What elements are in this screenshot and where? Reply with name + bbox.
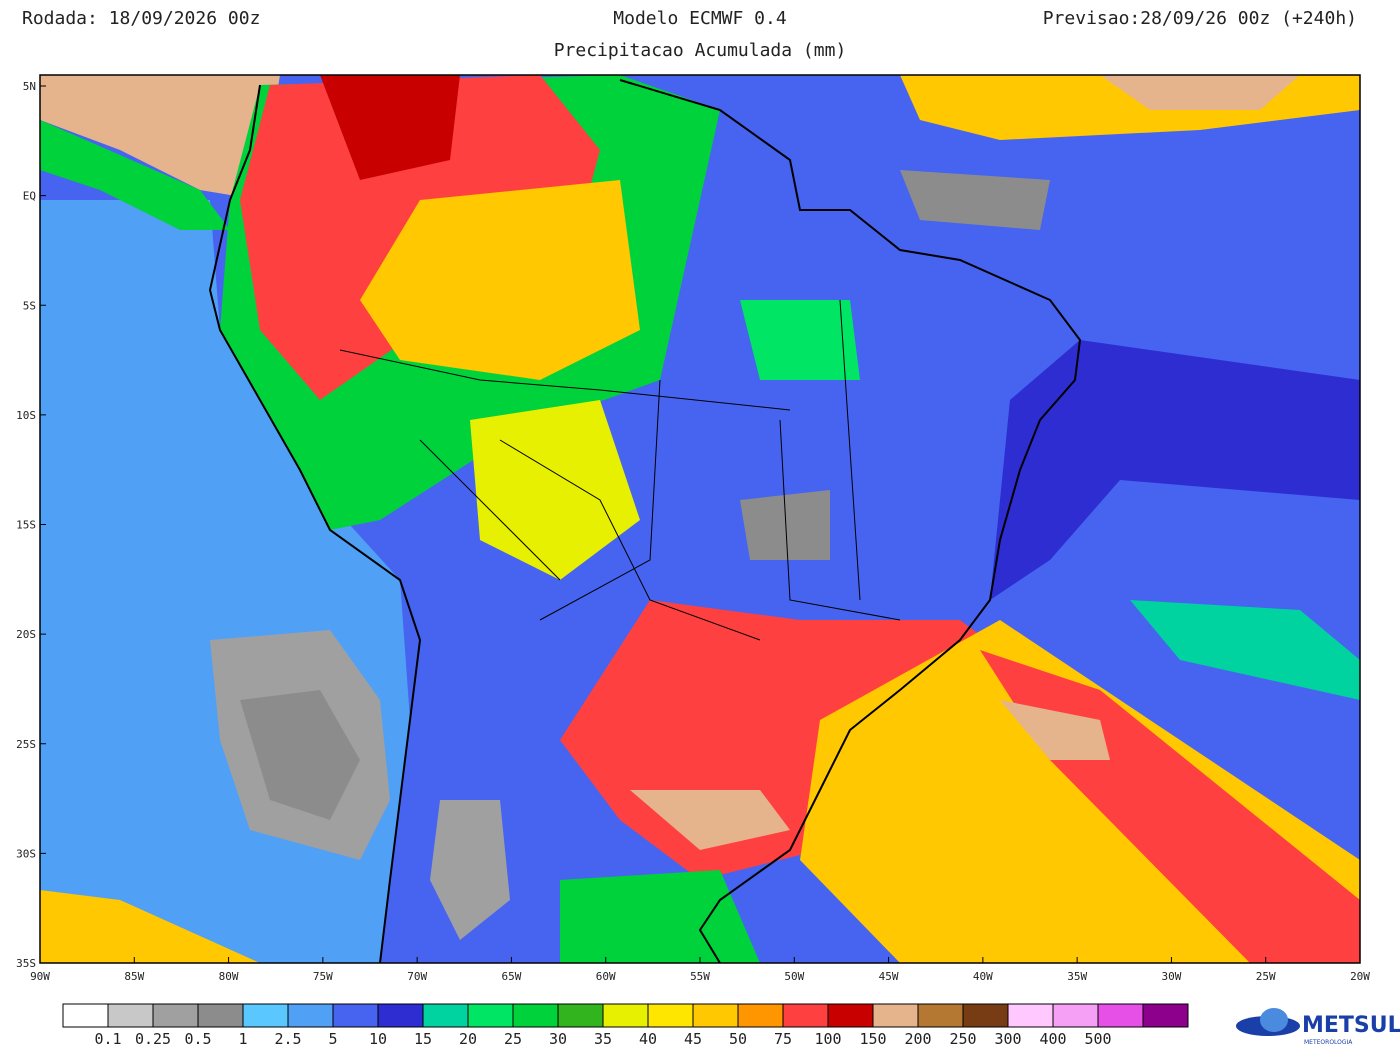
colorbar-label: 300 <box>994 1030 1021 1048</box>
lon-label: 65W <box>501 970 521 983</box>
colorbar-label: 0.1 <box>94 1030 121 1048</box>
lon-label: 40W <box>973 970 993 983</box>
colorbar-label: 100 <box>814 1030 841 1048</box>
lon-label: 70W <box>407 970 427 983</box>
run-label: Rodada: 18/09/2026 00z <box>22 8 260 29</box>
colorbar-swatch <box>647 1003 694 1028</box>
model-label: Modelo ECMWF 0.4 <box>613 8 786 29</box>
lon-label: 85W <box>124 970 144 983</box>
logo-name: METSUL <box>1302 1013 1400 1038</box>
colorbar-swatch <box>62 1003 109 1028</box>
lat-label: 25S <box>16 738 36 751</box>
colorbar-swatch <box>557 1003 604 1028</box>
logo: METSUL METEOROLOGIA <box>1236 1008 1400 1046</box>
precip-field <box>40 75 1360 963</box>
colorbar-swatch <box>242 1003 289 1028</box>
lon-label: 90W <box>30 970 50 983</box>
lon-label: 50W <box>784 970 804 983</box>
colorbar-label: 25 <box>504 1030 522 1048</box>
lat-label: 15S <box>16 519 36 532</box>
lon-label: 75W <box>313 970 333 983</box>
colorbar-label: 75 <box>774 1030 792 1048</box>
colorbar-swatch <box>332 1003 379 1028</box>
colorbar-label: 50 <box>729 1030 747 1048</box>
colorbar-swatch <box>872 1003 919 1028</box>
lat-label: 20S <box>16 628 36 641</box>
colorbar-label: 40 <box>639 1030 657 1048</box>
colorbar-swatch <box>512 1003 559 1028</box>
colorbar-label: 250 <box>949 1030 976 1048</box>
colorbar-swatch <box>422 1003 469 1028</box>
colorbar-swatch <box>827 1003 874 1028</box>
lat-label: EQ <box>23 190 36 203</box>
logo-tagline: METEOROLOGIA <box>1304 1039 1353 1046</box>
lat-label: 10S <box>16 409 36 422</box>
lat-label: 5N <box>23 80 36 93</box>
colorbar-label: 10 <box>369 1030 387 1048</box>
subtitle: Precipitacao Acumulada (mm) <box>554 40 847 61</box>
colorbar-label: 500 <box>1084 1030 1111 1048</box>
lat-label: 30S <box>16 847 36 860</box>
colorbar-label: 150 <box>859 1030 886 1048</box>
colorbar-label: 400 <box>1039 1030 1066 1048</box>
colorbar-swatch <box>1052 1003 1099 1028</box>
lon-label: 60W <box>596 970 616 983</box>
lon-label: 25W <box>1256 970 1276 983</box>
colorbar-swatch <box>377 1003 424 1028</box>
colorbar-swatch <box>152 1003 199 1028</box>
lon-label: 20W <box>1350 970 1370 983</box>
colorbar-label: 15 <box>414 1030 432 1048</box>
lon-label: 55W <box>690 970 710 983</box>
colorbar-label: 1 <box>238 1030 247 1048</box>
colorbar-swatch <box>107 1003 154 1028</box>
colorbar-swatch <box>1142 1003 1189 1028</box>
lon-label: 45W <box>879 970 899 983</box>
lat-label: 5S <box>23 299 36 312</box>
colorbar-swatch <box>1007 1003 1054 1028</box>
colorbar-label: 200 <box>904 1030 931 1048</box>
lon-label: 35W <box>1067 970 1087 983</box>
colorbar-label: 30 <box>549 1030 567 1048</box>
colorbar-label: 45 <box>684 1030 702 1048</box>
colorbar-swatch <box>1097 1003 1144 1028</box>
colorbar-swatch <box>287 1003 334 1028</box>
colorbar-swatch <box>737 1003 784 1028</box>
colorbar-swatch <box>782 1003 829 1028</box>
colorbar-swatch <box>197 1003 244 1028</box>
forecast-label: Previsao:28/09/26 00z (+240h) <box>1043 8 1357 29</box>
colorbar-swatch <box>692 1003 739 1028</box>
colorbar-label: 20 <box>459 1030 477 1048</box>
lon-label: 80W <box>219 970 239 983</box>
colorbar-label: 0.5 <box>184 1030 211 1048</box>
colorbar-label: 0.25 <box>135 1030 171 1048</box>
lat-label: 35S <box>16 957 36 970</box>
lon-label: 30W <box>1161 970 1181 983</box>
colorbar-swatch <box>467 1003 514 1028</box>
colorbar-label: 2.5 <box>274 1030 301 1048</box>
colorbar-swatch <box>602 1003 649 1028</box>
colorbar-label: 5 <box>328 1030 337 1048</box>
colorbar-swatch <box>917 1003 964 1028</box>
colorbar-label: 35 <box>594 1030 612 1048</box>
colorbar-swatch <box>962 1003 1009 1028</box>
